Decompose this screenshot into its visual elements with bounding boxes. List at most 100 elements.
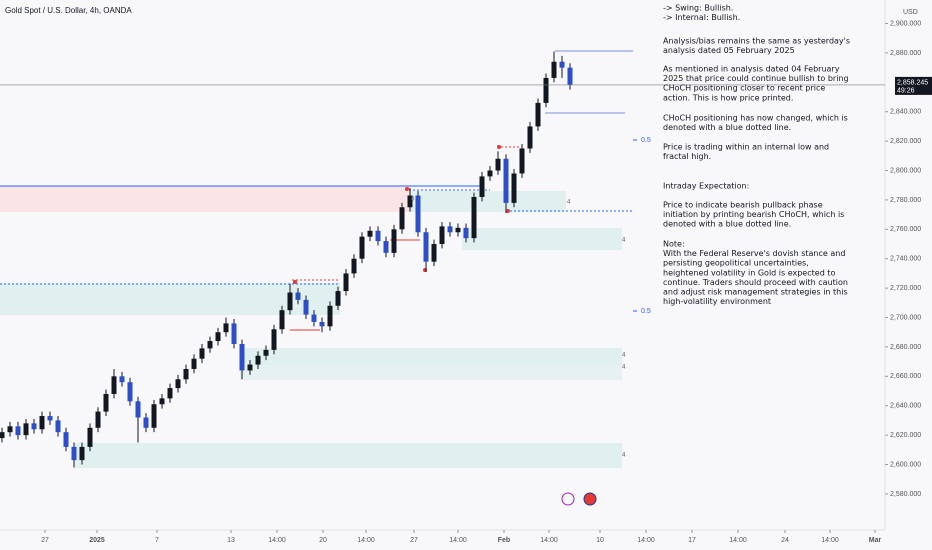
candle-body: [151, 404, 157, 428]
candle-body: [383, 241, 389, 253]
note-line: CHoCH positioning closer to recent price: [663, 84, 825, 93]
y-tick-label: 2,900.000: [890, 20, 921, 27]
demand-zone: [240, 365, 622, 380]
y-tick-label: 2,760.000: [890, 226, 921, 233]
candle-body: [119, 376, 125, 383]
marker: [405, 187, 409, 191]
candle-body: [39, 416, 45, 430]
icon: [561, 492, 575, 506]
supply-zone: [0, 186, 410, 212]
zone-label: 4: [622, 353, 626, 359]
y-tick-label: 2,820.000: [890, 138, 921, 145]
candle-body: [87, 427, 93, 447]
candle-body: [263, 349, 269, 356]
candle-body: [0, 432, 5, 439]
candle-body: [231, 323, 237, 344]
x-tick-label: 27: [410, 537, 418, 544]
candle-body: [135, 401, 141, 418]
note-line: high-volatility environment: [663, 297, 771, 306]
note-line: fractal high.: [663, 152, 711, 161]
x-tick-label: 13: [227, 537, 235, 544]
demand-zone: [240, 348, 622, 365]
x-tick-label: 20: [319, 537, 327, 544]
x-tick-label: 14:00: [449, 537, 467, 544]
candle-body: [143, 417, 149, 428]
candle-body: [375, 230, 381, 242]
candle-body: [255, 355, 261, 365]
candle-body: [15, 426, 21, 436]
candle-body: [471, 196, 477, 239]
axis-unit: USD: [903, 9, 918, 16]
fib-label: 0.5: [641, 137, 651, 144]
x-tick-label: Feb: [498, 537, 510, 544]
candle-body: [295, 292, 301, 300]
icon: [583, 492, 597, 506]
x-tick-label: 14:00: [268, 537, 286, 544]
candle-body: [215, 332, 221, 342]
marker: [293, 280, 297, 284]
x-tick-label: 27: [41, 537, 49, 544]
candle-body: [535, 102, 541, 127]
note-line: analysis dated 05 February 2025: [663, 46, 795, 55]
note-line: 2025 that price could continue bullish t…: [663, 74, 849, 83]
x-tick-label: 14:00: [357, 537, 375, 544]
note-line: Price to indicate bearish pullback phase: [663, 201, 823, 210]
candle-body: [551, 61, 557, 78]
candle-body: [463, 227, 469, 239]
candle-body: [127, 382, 133, 402]
y-tick-label: 2,580.000: [890, 491, 921, 498]
candle-body: [63, 432, 69, 447]
note-line: and adjust risk management strategies in…: [663, 288, 848, 297]
candle-body: [343, 273, 349, 292]
candle-body: [95, 411, 101, 428]
y-tick-label: 2,720.000: [890, 285, 921, 292]
note-line: initiation by printing bearish CHoCH, wh…: [663, 210, 844, 219]
candle-body: [79, 446, 85, 461]
note-line: persisting geopolitical uncertainties,: [663, 259, 809, 268]
zone-label: 4: [567, 200, 571, 206]
price-label: 2,858.245: [897, 80, 928, 87]
candle-body: [327, 305, 333, 327]
candle-body: [7, 426, 13, 433]
x-tick-label: 14:00: [821, 537, 839, 544]
y-tick-label: 2,840.000: [890, 109, 921, 116]
note-line: CHoCH positioning has now changed, which…: [663, 114, 848, 123]
candle-body: [111, 376, 117, 394]
price-box: [895, 76, 932, 95]
candle-body: [199, 348, 205, 359]
candle-body: [431, 244, 437, 262]
x-tick-label: 2025: [89, 537, 105, 544]
candle-body: [527, 126, 533, 149]
candle-body: [191, 358, 197, 369]
demand-zone: [0, 283, 340, 315]
y-tick-label: 2,600.000: [890, 461, 921, 468]
note-line: continue. Traders should proceed with ca…: [663, 278, 848, 287]
candle-body: [239, 343, 245, 371]
candle-body: [447, 226, 453, 233]
candle-body: [47, 416, 53, 421]
candle-body: [391, 229, 397, 253]
candle-body: [303, 299, 309, 315]
note-line: Intraday Expectation:: [663, 182, 749, 191]
note-line: Analysis/bias remains the same as yester…: [663, 37, 850, 46]
y-tick-label: 2,800.000: [890, 167, 921, 174]
candle-body: [175, 379, 181, 389]
candle-body: [183, 368, 189, 380]
note-line: denoted with a blue dotted line.: [663, 123, 791, 132]
y-tick-label: 2,700.000: [890, 314, 921, 321]
candle-body: [407, 195, 413, 208]
candle-body: [559, 61, 565, 68]
candle-body: [311, 314, 317, 322]
candle-body: [511, 173, 517, 203]
candle-body: [31, 423, 37, 430]
countdown: 49:26: [897, 88, 915, 95]
marker: [506, 209, 510, 213]
y-tick-label: 2,640.000: [890, 403, 921, 410]
candle-body: [487, 170, 493, 177]
x-tick-label: 10: [596, 537, 604, 544]
candle-body: [367, 230, 373, 237]
zone-label: 4: [622, 365, 626, 371]
candle-body: [495, 158, 501, 171]
y-tick-label: 2,780.000: [890, 197, 921, 204]
